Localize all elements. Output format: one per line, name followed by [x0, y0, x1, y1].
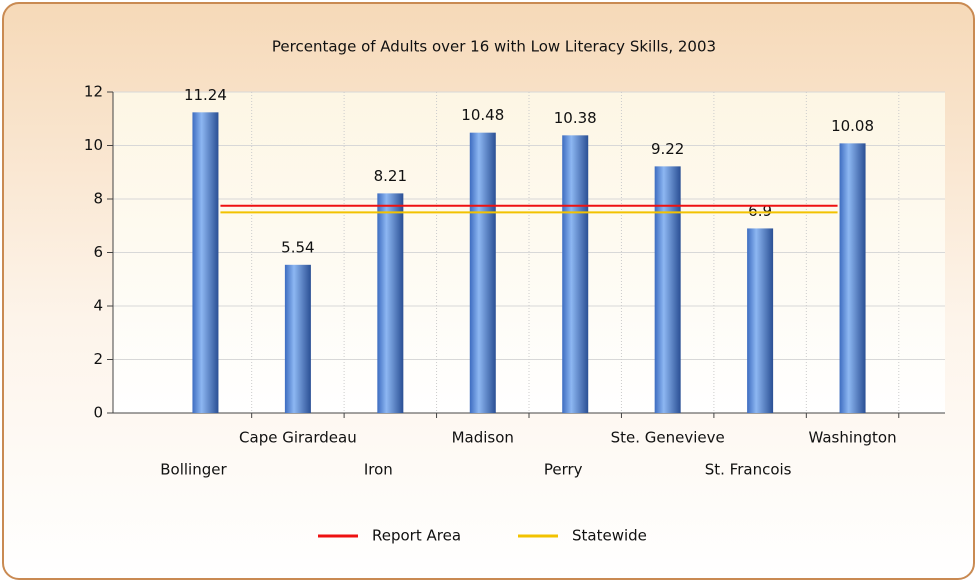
- value-label: 11.24: [184, 86, 227, 104]
- bar: [654, 166, 681, 413]
- value-label: 9.22: [651, 140, 684, 158]
- bar: [562, 135, 589, 413]
- bar: [469, 132, 496, 413]
- value-label: 6.9: [748, 202, 772, 220]
- x-tick-label: Perry: [544, 461, 583, 479]
- x-tick-label: Bollinger: [160, 461, 227, 479]
- y-tick-label: 8: [93, 190, 103, 208]
- y-tick-label: 6: [93, 243, 103, 261]
- value-label: 8.21: [374, 167, 407, 185]
- value-label: 5.54: [281, 238, 314, 256]
- bar: [839, 143, 866, 414]
- chart-title: Percentage of Adults over 16 with Low Li…: [272, 38, 716, 56]
- value-label: 10.38: [554, 109, 597, 127]
- x-tick-label: Cape Girardeau: [239, 429, 357, 447]
- bar: [747, 228, 774, 413]
- y-tick-label: 4: [93, 297, 103, 315]
- x-tick-label: Washington: [808, 429, 896, 447]
- y-tick-label: 12: [84, 83, 103, 101]
- bar: [377, 193, 404, 413]
- legend-label: Statewide: [572, 527, 647, 545]
- x-tick-label: St. Francois: [705, 461, 792, 479]
- y-tick-label: 0: [93, 404, 103, 422]
- x-tick-label: Iron: [364, 461, 393, 479]
- y-tick-label: 10: [84, 136, 103, 154]
- x-tick-label: Ste. Genevieve: [611, 429, 725, 447]
- y-tick-label: 2: [93, 350, 103, 368]
- bar: [284, 264, 311, 413]
- value-label: 10.48: [461, 106, 504, 124]
- bar: [192, 112, 219, 413]
- value-label: 10.08: [831, 117, 874, 135]
- x-tick-label: Madison: [452, 429, 514, 447]
- legend-label: Report Area: [372, 527, 461, 545]
